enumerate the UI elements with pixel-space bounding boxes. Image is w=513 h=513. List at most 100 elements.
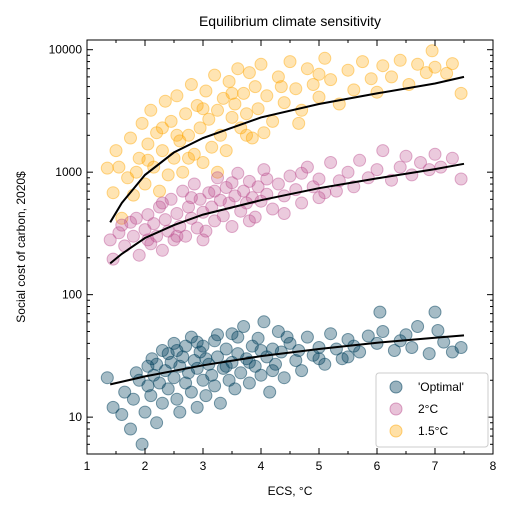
data-point bbox=[164, 114, 178, 128]
data-point bbox=[144, 389, 158, 403]
data-point bbox=[153, 200, 166, 214]
data-point bbox=[170, 128, 184, 142]
data-point bbox=[414, 156, 427, 169]
data-point bbox=[225, 176, 239, 190]
data-point bbox=[167, 233, 181, 247]
data-point bbox=[153, 184, 166, 198]
data-point bbox=[211, 328, 224, 342]
data-point bbox=[106, 252, 120, 266]
data-point bbox=[393, 160, 407, 174]
data-point bbox=[422, 347, 436, 361]
data-point bbox=[295, 364, 309, 378]
legend-marker bbox=[389, 402, 403, 416]
data-point bbox=[190, 400, 204, 414]
data-point bbox=[219, 144, 233, 158]
data-point bbox=[228, 189, 242, 203]
legend-marker bbox=[389, 424, 403, 438]
x-tick-label: 5 bbox=[316, 459, 323, 473]
data-point bbox=[411, 320, 425, 333]
data-point bbox=[199, 224, 213, 238]
data-point bbox=[193, 121, 207, 135]
data-point bbox=[219, 359, 233, 373]
data-point bbox=[324, 156, 338, 169]
data-point bbox=[190, 335, 204, 349]
y-tick-label: 1000 bbox=[55, 165, 82, 179]
data-point bbox=[445, 57, 459, 71]
data-point bbox=[150, 416, 164, 430]
legend: 'Optimal' 2°C 1.5°C bbox=[375, 372, 489, 448]
data-point bbox=[405, 168, 419, 182]
data-point bbox=[266, 202, 280, 216]
data-point bbox=[271, 177, 285, 191]
x-tick-label: 4 bbox=[258, 459, 265, 473]
data-point bbox=[161, 168, 175, 182]
data-point bbox=[237, 86, 251, 100]
data-point bbox=[376, 325, 390, 338]
data-point bbox=[341, 350, 355, 364]
data-point bbox=[193, 192, 207, 206]
data-point bbox=[289, 354, 303, 367]
data-point bbox=[155, 144, 169, 158]
data-point bbox=[251, 331, 265, 345]
data-point bbox=[251, 102, 265, 116]
chart-title: Equilibrium climate sensitivity bbox=[199, 13, 381, 29]
data-point bbox=[147, 217, 161, 231]
data-point bbox=[225, 110, 239, 124]
data-point bbox=[411, 57, 425, 71]
data-point bbox=[240, 107, 253, 121]
data-point bbox=[341, 165, 355, 179]
data-point bbox=[179, 339, 193, 353]
data-point bbox=[173, 134, 187, 148]
x-tick-label: 8 bbox=[490, 459, 497, 473]
data-point bbox=[419, 66, 433, 80]
data-point bbox=[300, 62, 314, 76]
data-point bbox=[161, 382, 175, 396]
legend-label: 'Optimal' bbox=[418, 380, 464, 394]
data-point bbox=[196, 233, 210, 247]
data-point bbox=[370, 163, 384, 177]
data-point bbox=[141, 153, 155, 167]
data-point bbox=[135, 116, 149, 130]
data-point bbox=[405, 341, 419, 354]
data-point bbox=[144, 103, 158, 117]
fit-lines bbox=[109, 75, 465, 386]
data-point bbox=[115, 408, 129, 421]
data-point bbox=[324, 327, 338, 341]
data-point bbox=[219, 342, 233, 356]
data-point bbox=[341, 63, 355, 77]
fit-line bbox=[109, 334, 465, 386]
data-point bbox=[260, 172, 274, 186]
data-point bbox=[141, 137, 155, 151]
data-point bbox=[242, 66, 256, 80]
x-tick-label: 3 bbox=[200, 459, 207, 473]
data-point bbox=[263, 385, 277, 399]
data-point bbox=[211, 165, 224, 179]
data-point bbox=[208, 214, 222, 228]
data-point bbox=[170, 89, 184, 103]
data-point bbox=[179, 229, 193, 243]
data-point bbox=[231, 166, 245, 180]
y-axis-label: Social cost of carbon, 2020$ bbox=[14, 171, 28, 323]
data-point bbox=[231, 62, 245, 76]
data-point bbox=[158, 213, 172, 227]
data-point bbox=[228, 382, 242, 396]
data-point bbox=[196, 156, 210, 169]
data-point bbox=[312, 341, 326, 354]
legend-marker bbox=[389, 380, 403, 394]
data-point bbox=[251, 180, 265, 194]
data-point bbox=[312, 67, 326, 81]
data-point bbox=[135, 437, 149, 451]
data-point bbox=[167, 151, 181, 165]
data-point bbox=[213, 193, 227, 207]
data-point bbox=[364, 72, 378, 86]
data-point bbox=[399, 149, 413, 163]
data-point bbox=[118, 385, 132, 399]
data-point bbox=[112, 160, 126, 174]
data-point bbox=[454, 341, 468, 354]
data-point bbox=[353, 153, 367, 167]
data-point bbox=[199, 84, 213, 98]
data-point bbox=[150, 357, 164, 371]
data-point bbox=[205, 368, 219, 382]
data-point bbox=[257, 315, 271, 329]
